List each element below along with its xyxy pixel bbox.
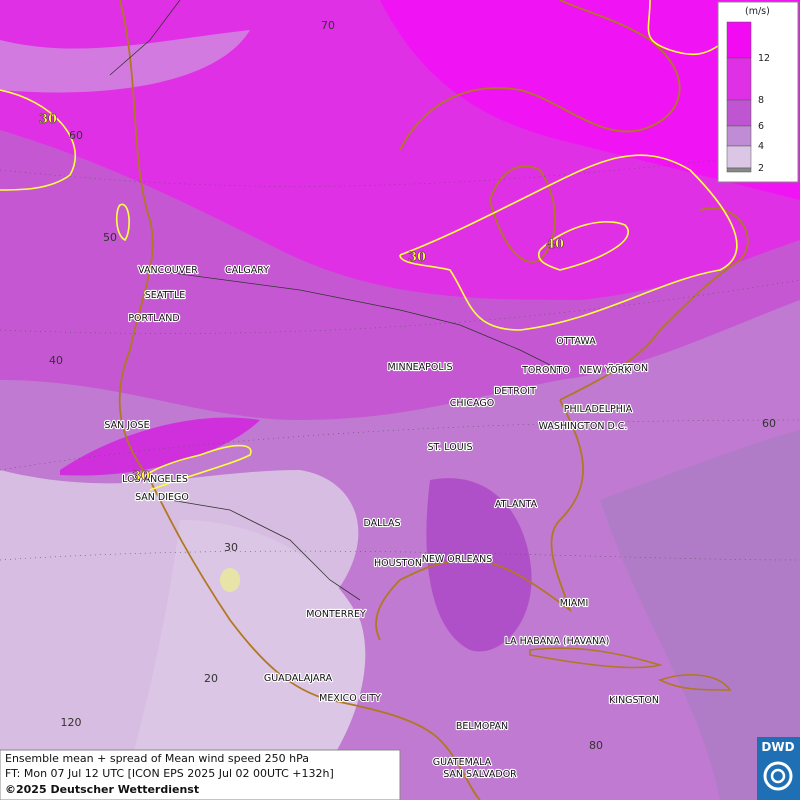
- contour-line: [647, 0, 721, 55]
- city-label: SEATTLE: [145, 290, 186, 301]
- graticule-label: 20: [204, 672, 218, 685]
- contour-label: 30: [39, 112, 57, 127]
- city-label: ATLANTA: [495, 499, 538, 510]
- city-label: TORONTO: [521, 365, 570, 376]
- coastline: [399, 0, 681, 151]
- graticule-label: 60: [762, 417, 776, 430]
- contour-label: 40: [546, 237, 564, 252]
- legend-swatch: [726, 57, 752, 101]
- jet-streak: [60, 417, 260, 476]
- city-label: GUATEMALA: [433, 757, 492, 768]
- city-label: HOUSTON: [374, 558, 422, 569]
- contour-label: 30: [132, 469, 150, 484]
- city-label: LA HABANA (HAVANA): [505, 636, 610, 647]
- contour-line: [538, 221, 629, 271]
- contour-line: [399, 154, 738, 331]
- legend-label: 2: [758, 163, 764, 174]
- contour-line: [0, 89, 76, 191]
- city-label: MIAMI: [560, 598, 589, 609]
- legend-swatch: [726, 145, 752, 169]
- max-field: [380, 0, 800, 200]
- low-wind-patch: [220, 568, 240, 592]
- city-label: GUADALAJARA: [264, 673, 333, 684]
- mid-field: [600, 430, 800, 800]
- contour-line: [115, 203, 130, 242]
- graticule-label: 60: [69, 129, 83, 142]
- city-label: NEW ORLEANS: [422, 554, 493, 565]
- city-label: VANCOUVER: [138, 265, 198, 276]
- coastline: [559, 207, 749, 401]
- city-label: MONTERREY: [306, 609, 366, 620]
- legend-label: 12: [758, 53, 770, 64]
- legend-swatch: [726, 21, 752, 59]
- city-label: ST. LOUIS: [428, 442, 473, 453]
- mid-field: [426, 478, 532, 652]
- city-label: DETROIT: [494, 386, 536, 397]
- labels: VANCOUVER CALGARY SEATTLE PORTLAND SAN JOSE L…: [39, 19, 776, 781]
- legend-swatch: [726, 167, 752, 173]
- legend-label: 4: [758, 141, 764, 152]
- city-label: CALGARY: [225, 265, 269, 276]
- coastline: [375, 399, 584, 641]
- graticule-label: 40: [49, 354, 63, 367]
- city-label: DALLAS: [364, 518, 401, 529]
- border: [109, 0, 181, 76]
- city-label: SAN JOSE: [104, 420, 149, 431]
- light-patch: [0, 30, 250, 93]
- logo-icon: [763, 761, 793, 791]
- island-coastline: [529, 647, 732, 691]
- graticule: [0, 149, 800, 561]
- graticule-label: 70: [321, 19, 335, 32]
- city-label: MEXICO CITY: [319, 693, 381, 704]
- legend-label: 8: [758, 95, 764, 106]
- logo-icon: [770, 768, 786, 784]
- city-label: WASHINGTON D.C.: [539, 421, 628, 432]
- legend-swatch: [726, 125, 752, 147]
- footer-time: FT: Mon 07 Jul 12 UTC [ICON EPS 2025 Jul…: [5, 767, 334, 780]
- city-label: NEW YORK: [579, 365, 631, 376]
- logo-text: DWD: [761, 740, 794, 754]
- coastline: [489, 165, 556, 263]
- legend-unit: (m/s): [745, 6, 770, 17]
- city-label: BOSTON: [608, 363, 648, 374]
- city-label: MINNEAPOLIS: [387, 362, 452, 373]
- border: [169, 499, 361, 601]
- city-label: PHILADELPHIA: [564, 404, 633, 415]
- graticule-label: 120: [61, 716, 82, 729]
- light-field: [120, 520, 366, 800]
- footer-copyright: ©2025 Deutscher Wetterdienst: [5, 783, 199, 796]
- city-label: BELMOPAN: [456, 721, 508, 732]
- city-label: SAN DIEGO: [135, 492, 189, 503]
- footer-title: Ensemble mean + spread of Mean wind spee…: [5, 752, 309, 765]
- legend-swatch: [726, 99, 752, 127]
- contour-line: [139, 444, 252, 491]
- city-label: SAN SALVADOR: [443, 769, 517, 780]
- footer-box: [0, 749, 401, 800]
- graticule-label: 30: [224, 541, 238, 554]
- contour-label: 30: [408, 250, 426, 265]
- graticule-label: 80: [589, 739, 603, 752]
- coastline: [118, 0, 481, 800]
- city-label: OTTAWA: [556, 336, 596, 347]
- legend-label: 6: [758, 121, 764, 132]
- legend: (m/s) 12 8 6 4 2: [717, 1, 799, 183]
- city-label: PORTLAND: [128, 313, 179, 324]
- city-label: CHICAGO: [450, 398, 494, 409]
- border: [149, 269, 561, 371]
- city-label: KINGSTON: [609, 695, 659, 706]
- city-label: LOS ANGELES: [122, 474, 188, 485]
- graticule-label: 50: [103, 231, 117, 244]
